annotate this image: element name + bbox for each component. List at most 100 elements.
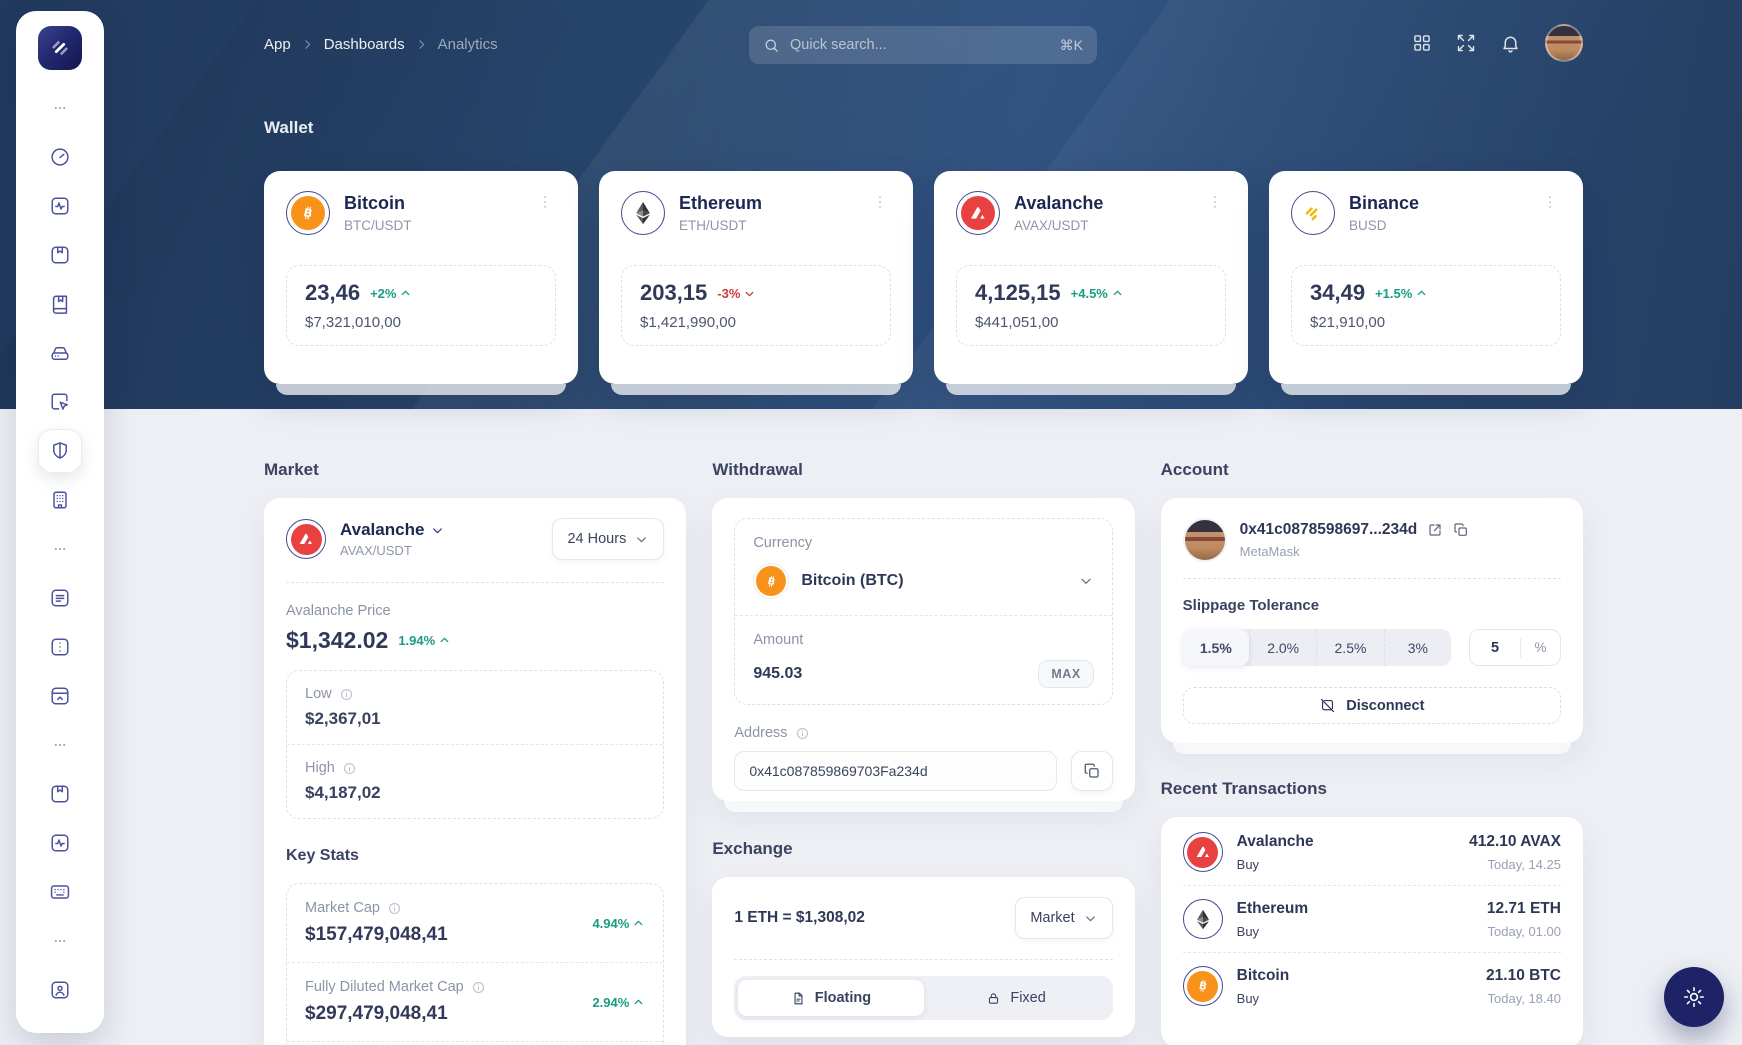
- floating-mode-button[interactable]: Floating: [738, 980, 924, 1016]
- max-button[interactable]: MAX: [1038, 660, 1094, 688]
- chevron-down-icon: [1085, 915, 1095, 921]
- exchange-section-title: Exchange: [712, 839, 793, 858]
- breadcrumb-app[interactable]: App: [264, 36, 291, 53]
- time-range-selector[interactable]: 24 Hours: [552, 518, 665, 560]
- price-box: 4,125,15 +4.5% $441,051,00: [956, 265, 1226, 346]
- fullscreen-icon[interactable]: [1456, 33, 1476, 53]
- sidebar-item-package[interactable]: [38, 782, 82, 806]
- tx-action: Buy: [1236, 923, 1260, 939]
- tx-time: Today, 01.00: [1487, 923, 1561, 939]
- sidebar-item-panel-dots[interactable]: [38, 635, 82, 659]
- search-shortcut: ⌘K: [1059, 36, 1083, 53]
- market-price-label: Avalanche Price: [286, 603, 391, 619]
- sidebar-item-package[interactable]: [38, 243, 82, 267]
- trend-up-icon: [440, 637, 449, 643]
- transaction-row-ethereum[interactable]: Ethereum Buy 12.71 ETH Today, 01.00: [1182, 886, 1561, 952]
- chevron-down-icon: [433, 527, 443, 533]
- avalanche-icon: [286, 519, 326, 559]
- breadcrumb-dashboards[interactable]: Dashboards: [323, 36, 405, 53]
- info-icon[interactable]: [471, 980, 486, 995]
- sidebar-item-building[interactable]: [38, 488, 82, 512]
- card-menu-icon[interactable]: [1204, 191, 1226, 213]
- disconnect-button[interactable]: Disconnect: [1182, 687, 1561, 724]
- sidebar-item-activity[interactable]: [38, 831, 82, 855]
- stat-change: 4.94%: [592, 915, 630, 931]
- slippage-option-2-0[interactable]: 2.0%: [1248, 629, 1316, 666]
- sidebar-item-drive[interactable]: [38, 341, 82, 365]
- price-box: 34,49 +1.5% $21,910,00: [1291, 265, 1561, 346]
- tx-coin: Ethereum: [1236, 899, 1309, 917]
- sidebar-item-keyboard[interactable]: [38, 880, 82, 904]
- rate-mode-toggle: Floating Fixed: [734, 976, 1113, 1020]
- slippage-option-3[interactable]: 3%: [1383, 629, 1451, 666]
- stat-label: Market Cap: [305, 900, 380, 916]
- notifications-bell-icon[interactable]: [1500, 33, 1521, 54]
- slippage-option-2-5[interactable]: 2.5%: [1316, 629, 1383, 666]
- sidebar-item-shield-active[interactable]: [38, 429, 82, 473]
- order-type-selector[interactable]: Market: [1015, 897, 1113, 939]
- coin-pair: AVAX/USDT: [1014, 218, 1089, 233]
- amount-field: Amount 945.03 MAX: [735, 616, 1111, 704]
- sidebar-item-activity[interactable]: [38, 194, 82, 218]
- info-icon[interactable]: [387, 901, 402, 916]
- price-change: +1.5%: [1375, 285, 1413, 301]
- price-box: 203,15 -3% $1,421,990,00: [621, 265, 891, 346]
- info-icon[interactable]: [795, 726, 810, 741]
- sidebar-item-cursor-click[interactable]: [38, 390, 82, 414]
- settings-fab-button[interactable]: [1664, 967, 1724, 1027]
- transactions-card: Avalanche Buy 412.10 AVAX Today, 14.25: [1160, 817, 1583, 1045]
- info-icon[interactable]: [339, 687, 354, 702]
- withdrawal-section-title: Withdrawal: [712, 460, 803, 479]
- tx-coin: Avalanche: [1236, 832, 1314, 850]
- amount-value[interactable]: 945.03: [753, 665, 803, 682]
- market-coin-selector[interactable]: Avalanche: [340, 520, 538, 540]
- fixed-mode-button[interactable]: Fixed: [924, 980, 1109, 1016]
- trend-up-icon: [634, 999, 643, 1004]
- profile-avatar[interactable]: [1545, 24, 1583, 62]
- transaction-row-bitcoin[interactable]: B Bitcoin Buy 21.10 BTC Today, 18.40: [1182, 953, 1561, 1019]
- sidebar-item-document-lines[interactable]: [38, 586, 82, 610]
- copy-icon[interactable]: [1453, 522, 1469, 538]
- tx-action: Buy: [1236, 856, 1260, 872]
- address-label: Address: [734, 725, 788, 741]
- coin-price: 23,46: [305, 280, 361, 305]
- card-menu-icon[interactable]: [1539, 191, 1561, 213]
- stat-change: 2.94%: [592, 994, 630, 1010]
- transaction-row-avalanche[interactable]: Avalanche Buy 412.10 AVAX Today, 14.25: [1182, 819, 1561, 885]
- binance-icon: [1291, 191, 1335, 235]
- high-label: High: [305, 760, 335, 776]
- sidebar-item-window-up[interactable]: [38, 684, 82, 708]
- card-menu-icon[interactable]: [869, 191, 891, 213]
- slippage-custom-input[interactable]: [1469, 639, 1520, 656]
- wallet-card-avalanche: Avalanche AVAX/USDT 4,125,15 +4.5% $441,…: [934, 171, 1248, 395]
- coin-fiat-value: $1,421,990,00: [640, 314, 736, 331]
- tx-time: Today, 14.25: [1487, 856, 1561, 872]
- search-input[interactable]: [790, 37, 1050, 53]
- apps-grid-icon[interactable]: [1412, 33, 1432, 53]
- key-stats-box: Market Cap $157,479,048,41 4.94% Fully D…: [286, 883, 665, 1045]
- coin-name: Bitcoin: [344, 193, 405, 213]
- exchange-card: 1 ETH = $1,308,02 Market Floating: [712, 877, 1135, 1037]
- coin-fiat-value: $7,321,010,00: [305, 314, 401, 331]
- coin-name: Ethereum: [679, 193, 763, 213]
- currency-selector[interactable]: B Bitcoin (BTC): [753, 563, 1093, 599]
- copy-address-button[interactable]: [1070, 751, 1113, 791]
- info-icon[interactable]: [342, 761, 357, 776]
- external-link-icon[interactable]: [1427, 522, 1443, 538]
- sidebar-separator-dots: [38, 929, 82, 953]
- bitcoin-icon: B: [1182, 966, 1223, 1006]
- account-avatar: [1182, 518, 1227, 562]
- high-value: $4,187,02: [305, 783, 381, 802]
- coin-price: 203,15: [640, 280, 708, 305]
- sidebar-item-book[interactable]: [38, 292, 82, 316]
- account-section-title: Account: [1160, 460, 1229, 479]
- wallet-provider: MetaMask: [1239, 544, 1300, 559]
- card-menu-icon[interactable]: [534, 191, 556, 213]
- slippage-option-1-5[interactable]: 1.5%: [1182, 629, 1249, 666]
- sidebar-item-contact-card[interactable]: [38, 978, 82, 1002]
- sidebar-item-gauge[interactable]: [38, 145, 82, 169]
- bitcoin-icon: B: [286, 191, 330, 235]
- app-logo[interactable]: [38, 26, 82, 70]
- address-input[interactable]: [734, 751, 1057, 791]
- slippage-tolerance-label: Slippage Tolerance: [1182, 597, 1320, 614]
